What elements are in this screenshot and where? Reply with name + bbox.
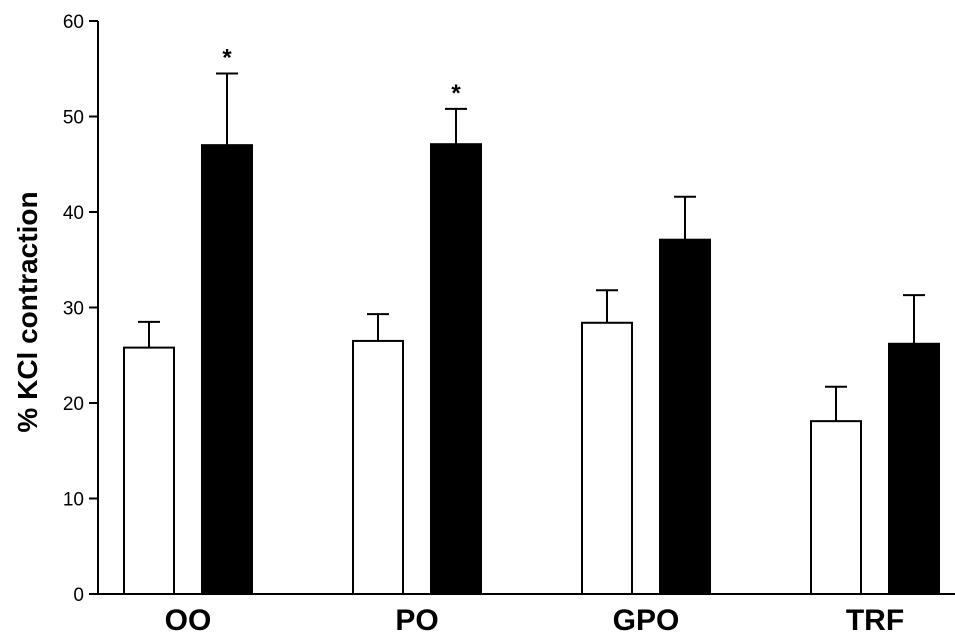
bar-PO-0	[352, 339, 404, 595]
bar-GPO-1	[659, 238, 711, 595]
bar-OO-1	[201, 144, 253, 595]
y-tick-label-0: 0	[73, 585, 84, 606]
y-tick-label-2: 20	[63, 394, 84, 415]
y-axis-title: % KCl contraction	[12, 191, 43, 432]
y-tick-label-6: 60	[63, 12, 84, 33]
y-tick-label-3: 30	[63, 299, 84, 320]
significance-marker-1: *	[451, 80, 461, 107]
bar-TRF-0	[810, 420, 862, 595]
x-category-label-2: GPO	[613, 604, 680, 637]
y-tick-label-4: 40	[63, 203, 84, 224]
bars-group	[123, 72, 940, 596]
bar-TRF-1	[888, 342, 940, 596]
y-axis: 0 10 20 30 40 50 60	[63, 12, 99, 606]
annotations-group: **	[222, 45, 461, 107]
significance-marker-0: *	[222, 45, 232, 72]
x-category-label-3: TRF	[846, 604, 904, 637]
bar-PO-1	[430, 143, 482, 595]
y-tick-label-5: 50	[63, 108, 84, 129]
bar-GPO-0	[581, 321, 633, 595]
x-axis: OO PO GPO TRF	[98, 593, 955, 637]
x-category-label-1: PO	[395, 604, 438, 637]
bar-OO-0	[123, 346, 175, 595]
y-tick-label-1: 10	[63, 490, 84, 511]
x-category-label-0: OO	[165, 604, 212, 637]
